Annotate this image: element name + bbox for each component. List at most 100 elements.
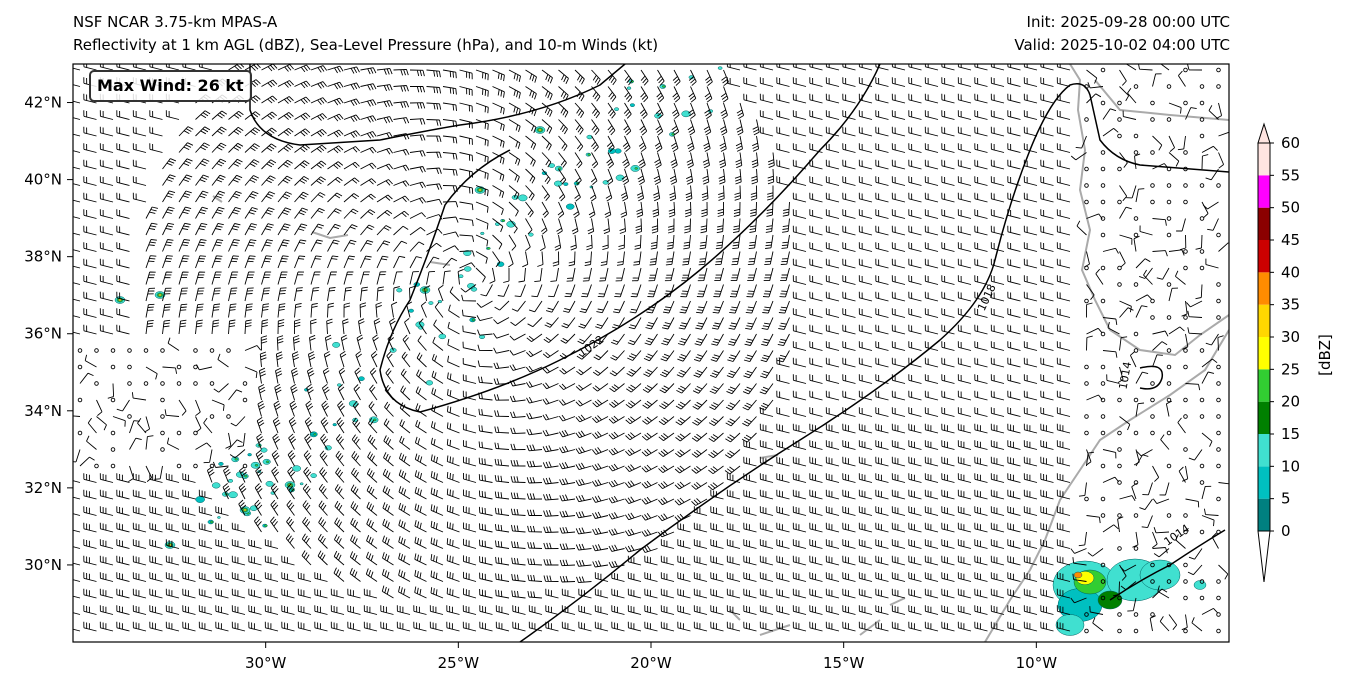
wind-barb — [751, 168, 758, 185]
colorbar-tick-label: 20 — [1281, 393, 1300, 411]
wind-barb — [1078, 482, 1087, 497]
wind-barb — [1007, 440, 1021, 450]
calm-wind-circle — [1216, 628, 1221, 634]
wind-barb — [691, 498, 708, 506]
wind-barb — [676, 383, 691, 394]
wind-barb — [493, 362, 510, 370]
wind-barb — [1134, 153, 1141, 170]
wind-barb — [73, 606, 81, 615]
calm-wind-circle — [1100, 265, 1106, 271]
wind-barb — [575, 527, 592, 535]
wind-barb — [1056, 621, 1071, 632]
wind-barb — [178, 239, 191, 252]
wind-barb — [809, 588, 823, 599]
wind-barb — [337, 384, 345, 401]
lon-tick-label: 25°W — [438, 654, 480, 672]
wind-barb — [643, 350, 658, 362]
reflectivity-cell — [247, 453, 252, 457]
wind-barb — [261, 319, 269, 335]
wind-barb — [459, 234, 475, 242]
wind-barb — [145, 206, 159, 219]
wind-barb — [497, 284, 510, 297]
calm-wind-circle — [1117, 480, 1122, 485]
wind-barb — [1056, 522, 1071, 533]
wind-barb — [420, 301, 427, 318]
wind-barb — [479, 539, 493, 549]
wind-barb — [626, 366, 642, 377]
wind-barb — [116, 159, 130, 170]
wind-barb — [162, 271, 173, 285]
wind-barb — [350, 517, 361, 533]
wind-barb — [716, 218, 724, 234]
wind-barb — [429, 605, 444, 615]
wind-barb — [710, 489, 724, 500]
wind-barb — [908, 489, 922, 500]
wind-barb — [642, 399, 658, 409]
wind-barb — [297, 621, 312, 632]
wind-barb — [116, 555, 130, 566]
wind-barb — [393, 210, 410, 219]
wind-barb — [891, 423, 906, 434]
wind-barb — [825, 374, 840, 384]
wind-barb — [99, 126, 114, 137]
wind-barb — [679, 300, 691, 314]
calm-wind-circle — [1183, 364, 1188, 370]
wind-barb — [809, 308, 823, 318]
wind-barb — [393, 148, 410, 156]
wind-barb — [426, 167, 442, 175]
wind-barb — [463, 571, 477, 582]
wind-barb — [641, 545, 658, 553]
wind-barb — [628, 317, 642, 330]
wind-barb — [608, 431, 625, 440]
calm-wind-circle — [77, 397, 83, 403]
colorbar-tick-label: 25 — [1281, 360, 1300, 378]
wind-barb — [732, 234, 741, 250]
wind-barb — [228, 190, 242, 203]
wind-barb — [708, 416, 724, 426]
wind-barb — [974, 473, 988, 483]
wind-barb — [724, 449, 741, 459]
wind-barb — [858, 192, 873, 203]
wind-barb — [182, 555, 196, 566]
wind-barb — [566, 267, 576, 282]
wind-barb — [73, 331, 81, 335]
wind-barb — [327, 65, 344, 74]
wind-barb — [275, 351, 283, 368]
wind-barb — [809, 539, 823, 549]
wind-barb — [957, 473, 972, 483]
wind-barb — [908, 390, 922, 401]
wind-barb — [735, 152, 743, 169]
wind-barb — [409, 166, 426, 173]
reflectivity-cell — [538, 128, 542, 132]
wind-barb — [674, 481, 691, 490]
wind-barb — [442, 216, 459, 223]
calm-wind-circle — [1100, 364, 1106, 370]
wind-barb — [116, 522, 130, 533]
wind-barb — [1056, 605, 1071, 615]
wind-barb — [924, 258, 939, 269]
wind-barb — [244, 345, 262, 351]
wind-barb — [858, 291, 873, 302]
calm-wind-circle — [1133, 133, 1139, 139]
calm-wind-circle — [1183, 562, 1188, 568]
wind-barb — [541, 69, 553, 84]
wind-barb — [558, 152, 567, 168]
wind-barb — [277, 128, 294, 137]
wind-barb — [132, 605, 147, 615]
wind-barb — [792, 572, 807, 582]
wind-barb — [891, 473, 906, 483]
wind-barb — [261, 175, 276, 186]
wind-barb — [360, 67, 377, 75]
wind-barb — [508, 69, 521, 82]
wind-barb — [463, 522, 477, 533]
wind-barb — [1176, 218, 1186, 232]
wind-barb — [1119, 86, 1130, 102]
wind-barb — [334, 484, 345, 500]
wind-barb — [215, 572, 229, 582]
wind-barb — [1040, 110, 1054, 120]
wind-barb — [380, 605, 394, 615]
lat-tick-label: 40°N — [24, 171, 62, 189]
wind-barb — [559, 461, 576, 470]
wind-barb — [825, 258, 840, 269]
wind-barb — [1007, 126, 1021, 137]
